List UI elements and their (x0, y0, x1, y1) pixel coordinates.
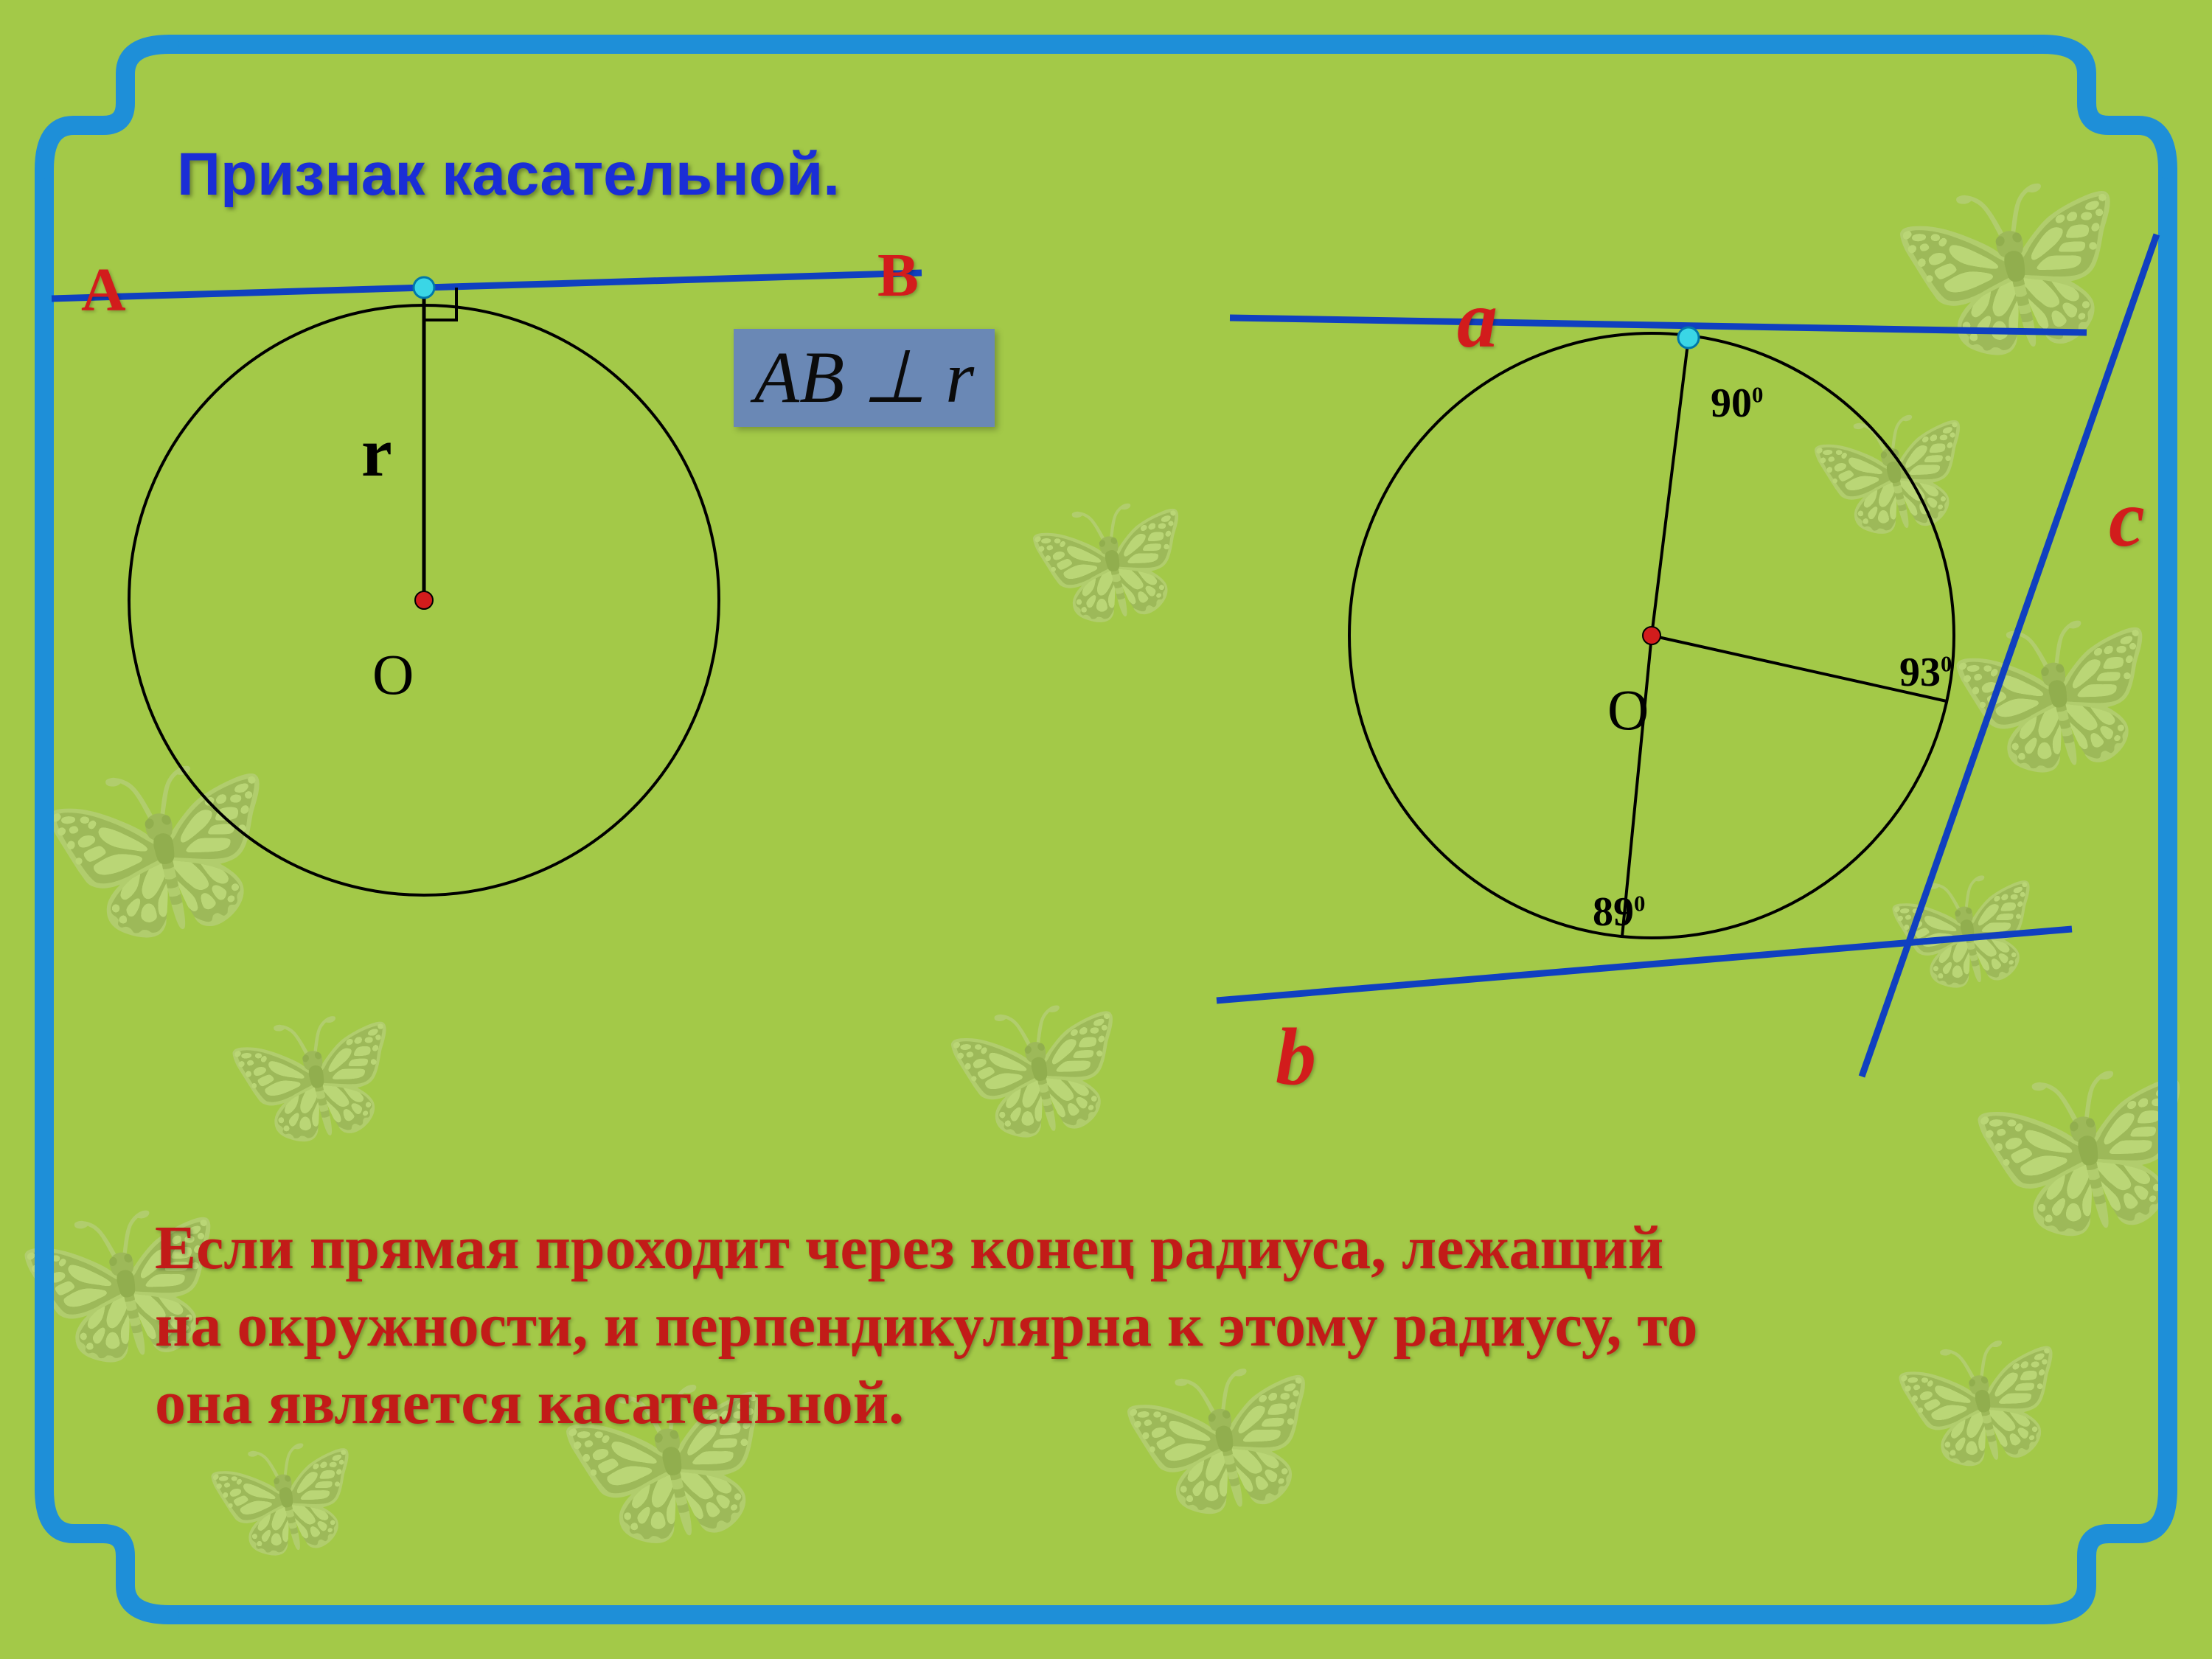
angle-93: 930 (1899, 649, 1952, 696)
label-line-a: a (1457, 273, 1498, 366)
slide: 🦋🦋🦋🦋🦋🦋🦋🦋🦋🦋🦋🦋🦋🦋 Признак касательной. А В … (0, 0, 2212, 1659)
theorem-line-3: она является касательной. (155, 1364, 2057, 1441)
label-center-left: О (372, 641, 414, 708)
formula-text: AB ⊥ r (754, 336, 974, 418)
angle-90: 900 (1711, 380, 1763, 427)
label-point-B: В (877, 240, 919, 311)
label-line-c: c (2109, 472, 2145, 566)
theorem-line-1: Если прямая проходит через конец радиуса… (155, 1209, 2057, 1287)
formula-box: AB ⊥ r (734, 329, 995, 427)
label-radius-r: r (361, 413, 392, 493)
theorem-text: Если прямая проходит через конец радиуса… (155, 1209, 2057, 1441)
label-line-b: b (1276, 1010, 1316, 1104)
label-center-right: О (1607, 677, 1649, 743)
theorem-line-2: на окружности, и перпендикулярна к этому… (155, 1287, 2057, 1364)
label-point-A: А (81, 254, 126, 326)
angle-89: 890 (1593, 888, 1645, 936)
